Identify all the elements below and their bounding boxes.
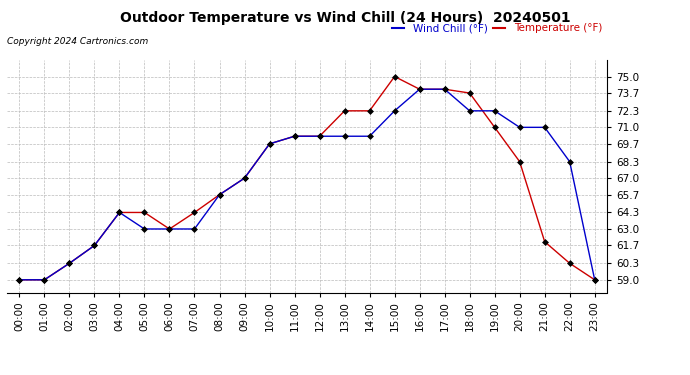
Text: Outdoor Temperature vs Wind Chill (24 Hours)  20240501: Outdoor Temperature vs Wind Chill (24 Ho… [119, 11, 571, 25]
Text: Copyright 2024 Cartronics.com: Copyright 2024 Cartronics.com [7, 38, 148, 46]
Legend: Wind Chill (°F), Temperature (°F): Wind Chill (°F), Temperature (°F) [392, 23, 602, 33]
